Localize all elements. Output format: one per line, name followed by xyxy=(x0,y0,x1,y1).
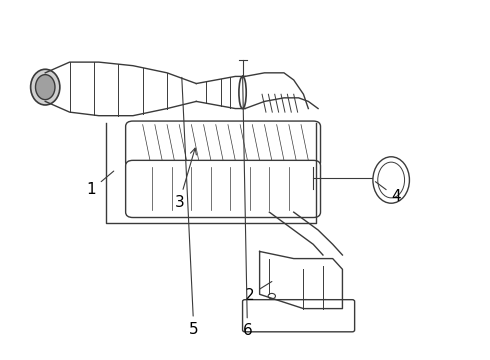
FancyBboxPatch shape xyxy=(125,160,320,217)
FancyBboxPatch shape xyxy=(125,121,320,167)
FancyBboxPatch shape xyxy=(243,300,355,332)
Text: 2: 2 xyxy=(245,282,272,303)
Text: 6: 6 xyxy=(243,76,252,338)
Text: 1: 1 xyxy=(87,171,114,197)
Ellipse shape xyxy=(30,69,60,105)
Text: 4: 4 xyxy=(375,182,401,204)
Text: 5: 5 xyxy=(182,77,198,337)
Ellipse shape xyxy=(35,75,55,100)
Text: 3: 3 xyxy=(174,148,196,210)
